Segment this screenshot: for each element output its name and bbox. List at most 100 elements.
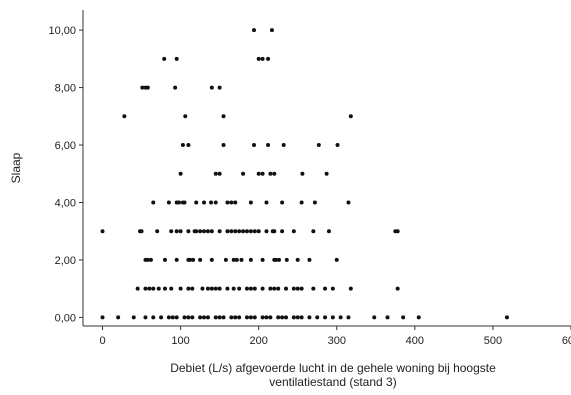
data-point <box>174 229 179 234</box>
data-point <box>295 286 300 291</box>
data-point <box>234 257 239 262</box>
data-point <box>280 229 285 234</box>
data-point <box>311 286 316 291</box>
data-point <box>280 200 285 205</box>
data-point <box>140 85 145 90</box>
data-point <box>151 200 156 205</box>
data-point <box>281 143 286 148</box>
data-point <box>295 315 300 320</box>
data-point <box>256 56 261 61</box>
data-point <box>348 114 353 119</box>
data-point <box>116 315 121 320</box>
data-point <box>244 229 249 234</box>
data-point <box>248 286 253 291</box>
data-point <box>270 229 275 234</box>
data-point <box>312 200 317 205</box>
data-point <box>192 229 197 234</box>
data-point <box>187 257 192 262</box>
y-tick-label: 10,00 <box>48 25 76 37</box>
y-axis-title: Slaap <box>9 152 23 183</box>
data-point <box>162 56 167 61</box>
data-point <box>273 257 278 262</box>
y-axis: 0,00 2,00 4,00 6,00 8,00 10,00 <box>48 10 84 326</box>
data-point <box>268 315 273 320</box>
data-point <box>148 257 153 262</box>
data-point <box>143 315 148 320</box>
data-point <box>231 257 236 262</box>
data-point <box>198 257 203 262</box>
data-point <box>260 171 265 176</box>
data-point <box>186 286 191 291</box>
data-point <box>143 286 148 291</box>
data-point <box>330 286 335 291</box>
data-point <box>139 229 144 234</box>
data-point <box>239 257 244 262</box>
data-point <box>183 114 188 119</box>
data-point <box>221 143 226 148</box>
data-point <box>248 315 253 320</box>
data-point <box>266 56 271 61</box>
data-point <box>276 257 281 262</box>
data-point <box>311 229 316 234</box>
x-tick-label: 600 <box>562 335 571 347</box>
data-point <box>269 28 274 33</box>
data-point <box>198 315 203 320</box>
data-point <box>260 257 265 262</box>
data-point <box>151 286 156 291</box>
x-axis: 0 100 200 300 400 500 600 <box>83 325 571 347</box>
x-axis-title-line-2: ventilatiestand (stand 3) <box>269 375 396 389</box>
data-point <box>284 315 289 320</box>
data-point <box>217 229 222 234</box>
data-point <box>231 286 236 291</box>
data-point <box>190 315 195 320</box>
data-point <box>191 257 196 262</box>
data-point <box>169 229 174 234</box>
data-point <box>217 85 222 90</box>
data-point <box>299 315 304 320</box>
data-point <box>284 257 289 262</box>
data-point <box>166 200 171 205</box>
data-point <box>221 315 226 320</box>
data-point <box>256 171 261 176</box>
data-point <box>316 143 321 148</box>
data-point <box>100 229 105 234</box>
x-tick-label: 0 <box>99 335 105 347</box>
data-point <box>401 315 406 320</box>
data-point <box>229 315 234 320</box>
data-point <box>186 315 191 320</box>
data-point <box>145 85 150 90</box>
data-point <box>213 286 218 291</box>
data-point <box>205 229 210 234</box>
data-point <box>284 286 289 291</box>
data-point <box>223 257 228 262</box>
data-point <box>241 171 246 176</box>
data-point <box>151 315 156 320</box>
data-point <box>291 286 296 291</box>
data-point <box>169 286 174 291</box>
data-point <box>248 257 253 262</box>
data-point <box>276 286 281 291</box>
data-point <box>213 315 218 320</box>
data-point <box>248 200 253 205</box>
data-point <box>276 315 281 320</box>
data-point <box>233 315 238 320</box>
data-point <box>186 229 191 234</box>
data-point <box>260 56 265 61</box>
data-point <box>291 229 296 234</box>
data-point <box>307 257 312 262</box>
data-point <box>229 200 234 205</box>
data-point <box>186 143 191 148</box>
data-point <box>217 286 222 291</box>
data-point <box>237 229 242 234</box>
data-point <box>324 171 329 176</box>
data-point <box>213 200 218 205</box>
data-point <box>173 85 178 90</box>
data-point <box>504 315 509 320</box>
data-point <box>335 143 340 148</box>
data-point <box>348 286 353 291</box>
y-tick-label: 0,00 <box>55 312 76 324</box>
data-point <box>209 286 214 291</box>
data-point <box>225 229 230 234</box>
data-point <box>205 286 210 291</box>
